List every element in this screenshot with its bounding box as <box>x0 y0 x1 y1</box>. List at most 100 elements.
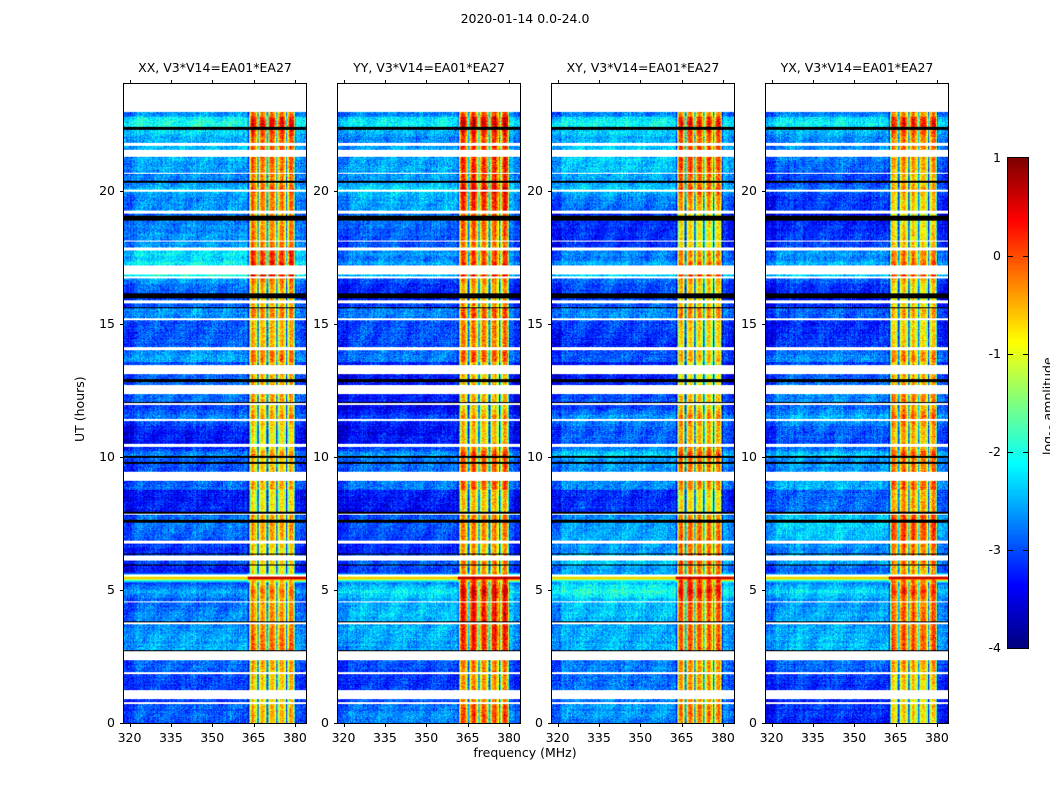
y-tickmark <box>548 723 552 724</box>
colorbar-tickmark <box>1008 550 1013 551</box>
y-tickmark <box>762 456 766 458</box>
y-tick-label: 20 <box>99 182 115 198</box>
x-tick-label: 335 <box>586 730 611 745</box>
x-tickmark <box>598 723 600 727</box>
y-tickmark <box>762 190 766 192</box>
x-tick-label: 335 <box>372 730 397 745</box>
y-tick-label: 10 <box>313 448 329 464</box>
waterfall-panel-yy <box>337 83 521 724</box>
colorbar-tickmark-right <box>1023 354 1028 355</box>
y-tick-label: 20 <box>313 182 329 198</box>
x-tick-label: 365 <box>883 730 908 745</box>
x-tickmark-top <box>253 80 255 84</box>
y-tickmark <box>120 323 124 325</box>
x-tickmark-top <box>854 80 856 84</box>
x-tick-label: 350 <box>628 730 653 745</box>
y-tick-label: 5 <box>749 581 757 597</box>
x-tick-label: 320 <box>759 730 784 745</box>
x-tickmark-top <box>384 80 386 84</box>
y-tickmark <box>334 589 338 591</box>
x-tickmark-top <box>936 80 938 84</box>
x-tickmark <box>294 723 296 727</box>
y-tickmark <box>762 723 766 724</box>
x-tickmark <box>129 723 131 727</box>
colorbar-label-text: log <box>1040 435 1050 455</box>
x-tick-label: 335 <box>158 730 183 745</box>
x-tickmark <box>212 723 214 727</box>
y-tickmark <box>762 323 766 325</box>
x-tickmark <box>640 723 642 727</box>
y-tick-label: 10 <box>741 448 757 464</box>
x-tickmark-top <box>640 80 642 84</box>
colorbar-tick-label: -2 <box>988 444 1001 459</box>
colorbar-tickmark <box>1008 256 1013 257</box>
x-tickmark-top <box>212 80 214 84</box>
colorbar-tick-label: 1 <box>993 150 1001 165</box>
panel-title-yy: YY, V3*V14=EA01*EA27 <box>353 60 505 75</box>
y-axis-label: UT (hours) <box>72 375 87 442</box>
y-tick-label: 15 <box>741 315 757 331</box>
colorbar-tickmark-right <box>1023 452 1028 453</box>
colorbar-tickmark <box>1008 354 1013 355</box>
colorbar-tickmark-right <box>1023 256 1028 257</box>
colorbar-tick-label: -3 <box>988 542 1001 557</box>
x-tick-label: 350 <box>200 730 225 745</box>
x-tickmark <box>812 723 814 727</box>
y-tickmark <box>334 723 338 724</box>
x-tickmark-top <box>812 80 814 84</box>
x-tick-label: 380 <box>283 730 307 745</box>
x-tickmark-top <box>557 80 559 84</box>
panel-title-xx: XX, V3*V14=EA01*EA27 <box>138 60 292 75</box>
y-tickmark <box>120 723 124 724</box>
waterfall-panel-yx <box>765 83 949 724</box>
y-tick-label: 0 <box>749 715 757 730</box>
x-tickmark-top <box>343 80 345 84</box>
x-tick-label: 335 <box>800 730 825 745</box>
x-tick-label: 350 <box>414 730 439 745</box>
x-tickmark-top <box>598 80 600 84</box>
colorbar-label: log10 amplitude <box>1040 357 1050 455</box>
x-tickmark-top <box>895 80 897 84</box>
x-tick-label: 320 <box>117 730 142 745</box>
x-tickmark <box>854 723 856 727</box>
x-tickmark <box>681 723 683 727</box>
y-tick-label: 20 <box>741 182 757 198</box>
x-tickmark <box>384 723 386 727</box>
y-tick-label: 15 <box>527 315 543 331</box>
x-tick-label: 380 <box>925 730 949 745</box>
y-tick-label: 10 <box>99 448 115 464</box>
colorbar <box>1007 157 1029 649</box>
x-tickmark-top <box>722 80 724 84</box>
x-tickmark <box>170 723 172 727</box>
colorbar-tick-label: -1 <box>988 346 1001 361</box>
y-tickmark <box>334 323 338 325</box>
x-tickmark <box>467 723 469 727</box>
y-tickmark <box>120 589 124 591</box>
colorbar-tickmark-right <box>1023 550 1028 551</box>
y-tick-label: 5 <box>535 581 543 597</box>
colorbar-tickmark <box>1008 452 1013 453</box>
x-tickmark <box>771 723 773 727</box>
panel-title-yx: YX, V3*V14=EA01*EA27 <box>780 60 934 75</box>
x-tick-label: 380 <box>497 730 521 745</box>
x-tickmark-top <box>508 80 510 84</box>
y-tick-label: 10 <box>527 448 543 464</box>
x-tickmark <box>343 723 345 727</box>
y-tick-label: 0 <box>107 715 115 730</box>
x-tickmark-top <box>771 80 773 84</box>
x-tick-label: 350 <box>842 730 867 745</box>
y-tick-label: 5 <box>321 581 329 597</box>
waterfall-panel-xx <box>123 83 307 724</box>
x-tickmark-top <box>129 80 131 84</box>
x-tick-label: 380 <box>711 730 735 745</box>
y-tick-label: 5 <box>107 581 115 597</box>
x-tick-label: 320 <box>545 730 570 745</box>
x-tickmark <box>253 723 255 727</box>
x-tickmark <box>426 723 428 727</box>
y-tick-label: 0 <box>535 715 543 730</box>
colorbar-tick-label: 0 <box>993 248 1001 263</box>
x-tick-label: 320 <box>331 730 356 745</box>
figure-title: 2020-01-14 0.0-24.0 <box>460 11 590 26</box>
x-tickmark-top <box>294 80 296 84</box>
x-tickmark <box>508 723 510 727</box>
